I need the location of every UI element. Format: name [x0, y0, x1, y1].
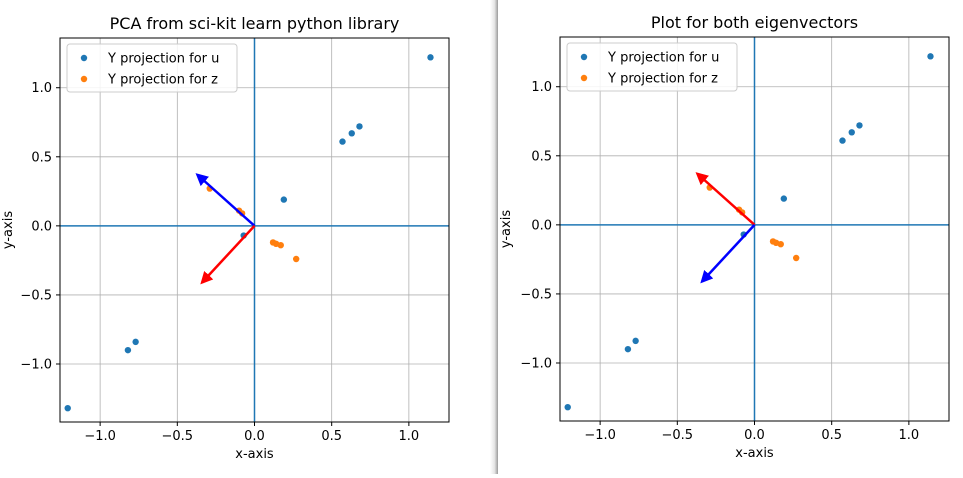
- data-point: [856, 122, 863, 129]
- window-divider[interactable]: [490, 0, 500, 474]
- y-tick-label: 0.5: [531, 149, 552, 164]
- chart-panel-right: −1.0 −0.5 0.0 0.5 1.0 −1.0 −0.5 0.0 0.5 1.0 Plot f…: [498, 0, 963, 474]
- eigenvector-arrow: [195, 173, 256, 227]
- y-axis-label: y-axis: [499, 210, 514, 248]
- data-point: [132, 338, 139, 346]
- data-point: [780, 195, 788, 202]
- x-tick-label: −0.5: [662, 428, 694, 443]
- eigenvector-arrow: [200, 225, 256, 285]
- x-axis-label: x-axis: [235, 447, 274, 462]
- legend-label: Y projection for z: [607, 72, 718, 87]
- legend-label: Y projection for u: [607, 51, 719, 66]
- x-axis-label: x-axis: [735, 446, 774, 461]
- data-point: [632, 337, 639, 345]
- data-point: [280, 196, 288, 203]
- legend-label: Y projection for u: [107, 52, 219, 67]
- data-point: [564, 403, 571, 411]
- y-tick-label: 1.0: [31, 81, 52, 96]
- data-point: [839, 137, 846, 144]
- data-point: [277, 241, 284, 249]
- data-point: [777, 240, 784, 248]
- data-point: [624, 345, 632, 353]
- y-tick-label: 1.0: [531, 80, 552, 95]
- chart-panel-left: −1.0 −0.5 0.0 0.5 1.0 −1.0 −0.5 0.0 0.5 1.0 PCA fr…: [1, 14, 450, 462]
- legend-marker: [80, 54, 88, 62]
- legend-marker: [80, 75, 88, 83]
- y-tick-label: 0.0: [531, 218, 552, 233]
- x-tick-label: 0.0: [244, 429, 265, 444]
- y-tick-label: 0.5: [31, 150, 52, 165]
- x-tick-label: 0.0: [744, 428, 765, 443]
- data-point: [339, 138, 346, 145]
- legend-box: [66, 43, 238, 93]
- chart-svg-right: −1.0 −0.5 0.0 0.5 1.0 −1.0 −0.5 0.0 0.5 1.0 Plot f…: [499, 13, 950, 461]
- eigenvector-arrow: [700, 224, 756, 284]
- legend: Y projection for u Y projection for z: [66, 43, 238, 93]
- data-point: [792, 254, 800, 262]
- y-tick-label: −0.5: [520, 287, 552, 302]
- data-point: [427, 54, 434, 61]
- chart-svg-left: −1.0 −0.5 0.0 0.5 1.0 −1.0 −0.5 0.0 0.5 1.0 PCA fr…: [1, 14, 450, 462]
- legend-marker: [580, 53, 588, 61]
- data-point: [348, 130, 355, 137]
- y-tick-label: −0.5: [20, 288, 52, 303]
- legend-marker: [580, 74, 588, 82]
- data-point: [292, 255, 300, 263]
- x-tick-label: −1.0: [584, 428, 616, 443]
- y-axis-label: y-axis: [1, 211, 16, 249]
- data-point: [64, 404, 71, 412]
- chart-title: PCA from sci-kit learn python library: [110, 14, 400, 33]
- data-point: [927, 53, 934, 60]
- x-tick-label: 1.0: [899, 428, 920, 443]
- legend-box: [566, 42, 738, 92]
- x-tick-label: −1.0: [84, 429, 116, 444]
- x-tick-label: −0.5: [162, 429, 194, 444]
- data-point: [848, 129, 855, 136]
- y-tick-label: 0.0: [31, 219, 52, 234]
- x-tick-label: 0.5: [821, 428, 842, 443]
- chart-title: Plot for both eigenvectors: [651, 13, 858, 32]
- y-tick-label: −1.0: [520, 356, 552, 371]
- legend-label: Y projection for z: [107, 73, 218, 88]
- eigenvector-arrow: [695, 172, 756, 226]
- x-tick-label: 1.0: [399, 429, 420, 444]
- y-tick-label: −1.0: [20, 357, 52, 372]
- legend: Y projection for u Y projection for z: [566, 42, 738, 92]
- x-tick-label: 0.5: [321, 429, 342, 444]
- data-point: [124, 346, 132, 354]
- data-point: [356, 123, 363, 130]
